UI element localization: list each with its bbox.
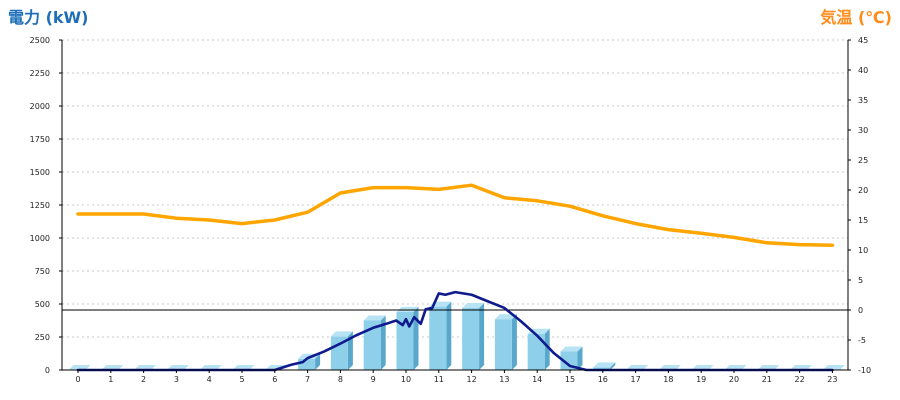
temperature-line xyxy=(76,183,835,247)
bar-front-face xyxy=(494,319,512,370)
x-tick-label: 0 xyxy=(75,375,80,384)
x-tick-label: 23 xyxy=(827,375,837,384)
x-tick-label: 13 xyxy=(499,375,509,384)
x-tick-label: 11 xyxy=(434,375,444,384)
right-tick-label: 30 xyxy=(858,126,868,135)
bar-16 xyxy=(593,362,616,370)
right-tick-label: 40 xyxy=(858,66,868,75)
bar-top-face xyxy=(593,362,616,368)
right-tick-label: -5 xyxy=(858,336,866,345)
bar-side-face xyxy=(544,328,550,370)
x-tick-label: 5 xyxy=(239,375,244,384)
bar-top-face xyxy=(560,346,583,352)
bar-top-face xyxy=(494,314,517,320)
bar-front-face xyxy=(298,358,316,370)
bar-front-face xyxy=(363,320,381,370)
right-tick-label: 0 xyxy=(858,306,863,315)
right-tick-label: 20 xyxy=(858,186,868,195)
bar-side-face xyxy=(446,301,452,370)
left-tick-label: 500 xyxy=(35,300,50,309)
bar-15 xyxy=(560,346,583,370)
bar-side-face xyxy=(479,302,485,370)
left-tick-label: 1500 xyxy=(30,168,50,177)
bar-11 xyxy=(429,301,452,370)
bar-front-face xyxy=(560,351,578,370)
bar-side-face xyxy=(380,315,386,370)
bar-front-face xyxy=(527,333,545,370)
left-tick-label: 2000 xyxy=(30,102,50,111)
left-tick-label: 1750 xyxy=(30,135,50,144)
bar-side-face xyxy=(511,314,517,370)
bar-side-face xyxy=(610,362,616,370)
bar-14 xyxy=(527,328,550,370)
left-tick-label: 750 xyxy=(35,267,50,276)
left-tick-label: 1250 xyxy=(30,201,50,210)
x-tick-label: 21 xyxy=(762,375,772,384)
x-tick-label: 15 xyxy=(565,375,575,384)
bar-12 xyxy=(462,302,485,370)
bar-side-face xyxy=(577,346,583,370)
x-tick-label: 7 xyxy=(305,375,310,384)
bars-layer xyxy=(68,301,845,370)
bar-top-face xyxy=(462,302,485,308)
power-line xyxy=(76,290,834,372)
right-tick-label: 10 xyxy=(858,246,868,255)
x-tick-label: 2 xyxy=(141,375,146,384)
x-tick-label: 17 xyxy=(631,375,641,384)
bar-side-face xyxy=(347,331,353,370)
x-tick-label: 16 xyxy=(598,375,608,384)
bar-top-face xyxy=(330,331,353,337)
x-tick-label: 12 xyxy=(467,375,477,384)
right-tick-label: -10 xyxy=(858,366,871,375)
right-tick-label: 35 xyxy=(858,96,868,105)
left-tick-label: 2500 xyxy=(30,36,50,45)
x-tick-label: 3 xyxy=(174,375,179,384)
right-axis-title: 気温 (℃) xyxy=(820,8,892,27)
lines-layer xyxy=(62,183,848,372)
x-tick-label: 14 xyxy=(532,375,542,384)
right-tick-label: 25 xyxy=(858,156,868,165)
left-tick-label: 250 xyxy=(35,333,50,342)
x-tick-label: 10 xyxy=(401,375,411,384)
right-tick-label: 5 xyxy=(858,276,863,285)
bar-side-face xyxy=(315,353,321,370)
x-tick-label: 18 xyxy=(663,375,673,384)
bar-front-face xyxy=(462,307,480,370)
x-tick-label: 8 xyxy=(338,375,343,384)
bar-side-face xyxy=(413,306,419,370)
right-tick-label: 45 xyxy=(858,36,868,45)
left-tick-label: 0 xyxy=(45,366,50,375)
x-tick-label: 20 xyxy=(729,375,739,384)
grid-layer xyxy=(62,39,848,338)
bar-9 xyxy=(363,315,386,370)
axes-layer: 02505007501000125015001750200022502500-1… xyxy=(30,36,871,384)
left-tick-label: 1000 xyxy=(30,234,50,243)
bar-13 xyxy=(494,314,517,370)
x-tick-label: 6 xyxy=(272,375,277,384)
bar-top-face xyxy=(363,315,386,321)
left-tick-label: 2250 xyxy=(30,69,50,78)
bar-8 xyxy=(330,331,353,370)
x-tick-label: 9 xyxy=(371,375,376,384)
bar-front-face xyxy=(429,306,447,370)
right-tick-label: 15 xyxy=(858,216,868,225)
left-axis-title: 電力 (kW) xyxy=(8,8,89,27)
x-tick-label: 22 xyxy=(795,375,805,384)
x-tick-label: 4 xyxy=(207,375,212,384)
bar-top-face xyxy=(396,306,419,312)
bar-front-face xyxy=(593,367,611,370)
x-tick-label: 19 xyxy=(696,375,706,384)
x-tick-label: 1 xyxy=(108,375,113,384)
